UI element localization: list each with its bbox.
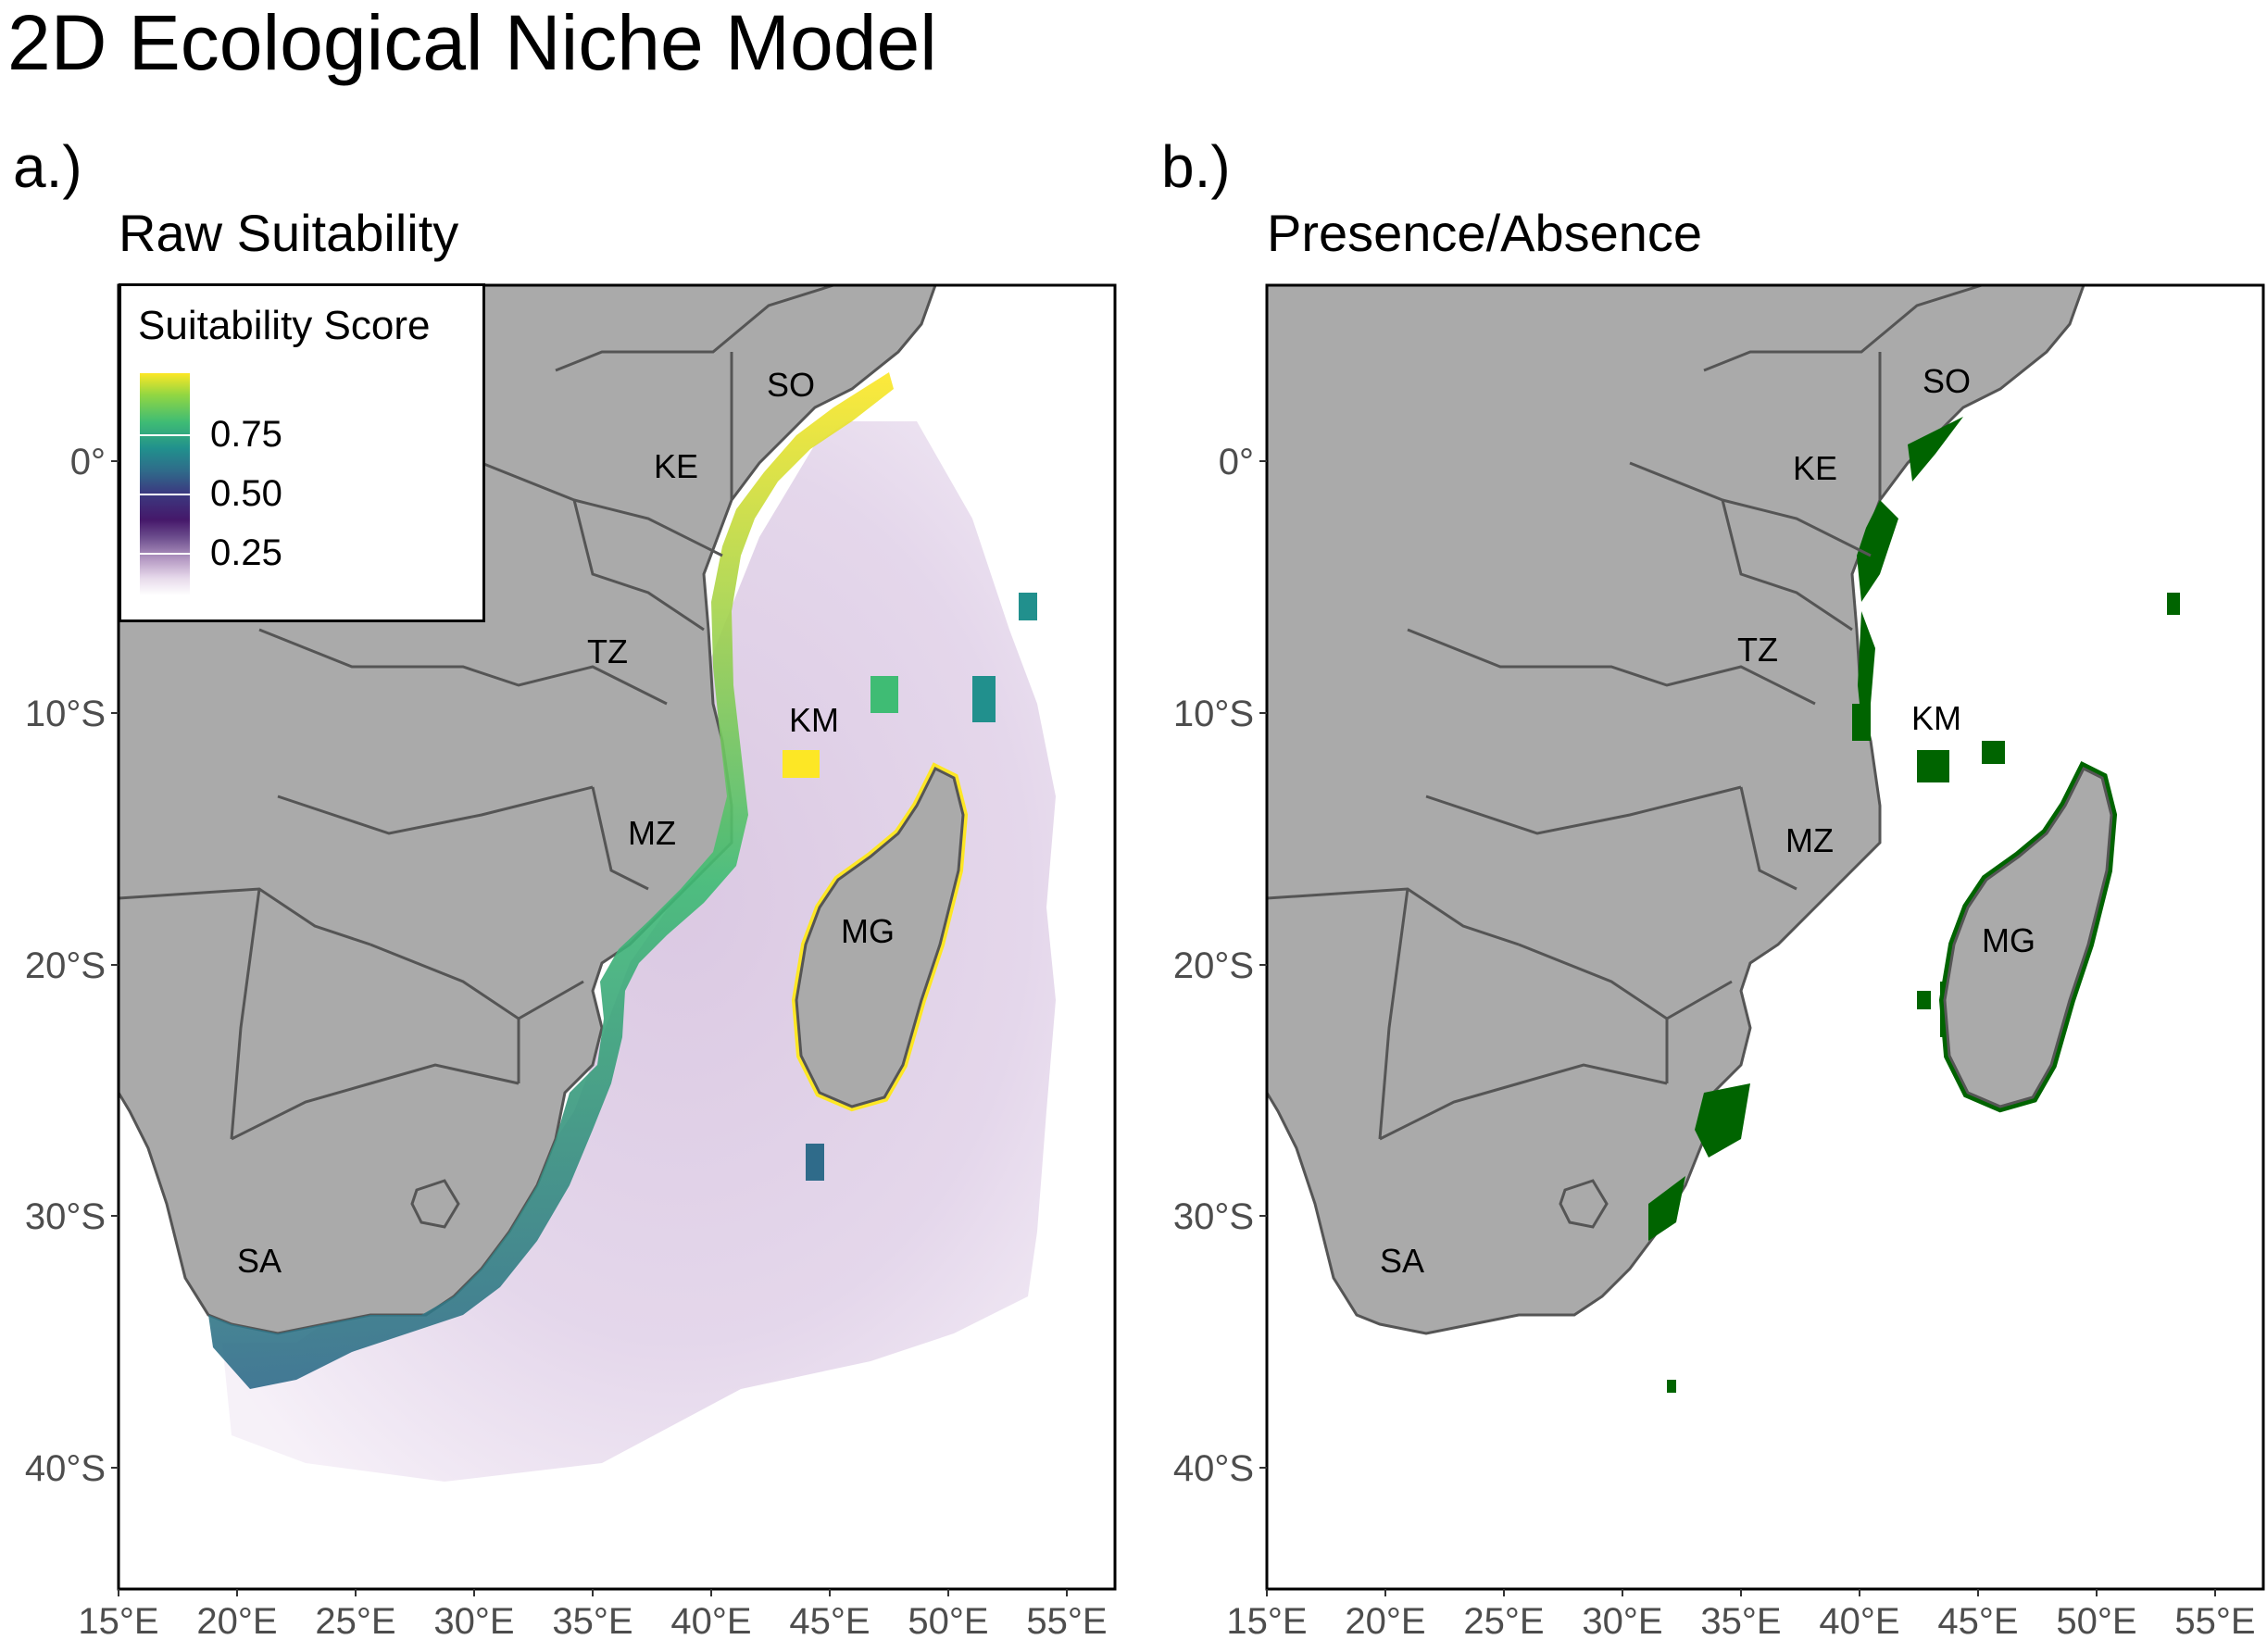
panel-b-map <box>1267 285 2263 1589</box>
x-tick-a-2: 25°E <box>315 1601 395 1642</box>
x-tick-b-0: 15°E <box>1226 1601 1307 1642</box>
country-label-mz: MZ <box>628 814 676 852</box>
x-tick-b-1: 20°E <box>1345 1601 1425 1642</box>
panel-a-map <box>119 285 1115 1589</box>
figure-title: 2D Ecological Niche Model <box>7 0 937 86</box>
x-tick-a-5: 40°E <box>670 1601 751 1642</box>
panel-b-title: Presence/Absence <box>1267 204 1703 262</box>
y-tick-a-2: 20°S <box>25 945 106 986</box>
y-tick-b-0: 0° <box>1219 442 1254 482</box>
panel-b-tag: b.) <box>1161 133 1231 200</box>
panel-a-title: Raw Suitability <box>119 204 459 262</box>
country-label-sa-b: SA <box>1380 1242 1424 1280</box>
country-label-ke: KE <box>654 447 698 485</box>
y-tick-b-3: 30°S <box>1173 1196 1254 1237</box>
panel-a-tag: a.) <box>13 133 82 200</box>
legend-label-050: 0.50 <box>210 473 282 514</box>
y-tick-b-4: 40°S <box>1173 1448 1254 1489</box>
country-label-so: SO <box>767 366 815 404</box>
x-tick-b-6: 45°E <box>1937 1601 2018 1642</box>
coastal-band <box>208 372 894 1389</box>
x-tick-b-4: 35°E <box>1700 1601 1781 1642</box>
country-label-km-b: KM <box>1911 699 1961 737</box>
x-tick-a-7: 50°E <box>908 1601 988 1642</box>
y-tick-a-0: 0° <box>70 442 106 482</box>
legend-tick-075 <box>140 434 190 436</box>
y-tick-b-2: 20°S <box>1173 945 1254 986</box>
y-tick-a-1: 10°S <box>25 694 106 734</box>
country-label-mg-b: MG <box>1982 921 2035 959</box>
x-tick-a-6: 45°E <box>789 1601 870 1642</box>
x-tick-a-8: 55°E <box>1026 1601 1107 1642</box>
legend-tick-025 <box>140 553 190 555</box>
suitability-legend: Suitability Score 0.75 0.50 0.25 <box>119 283 485 622</box>
legend-tick-050 <box>140 494 190 495</box>
country-label-tz: TZ <box>587 632 628 670</box>
x-tick-a-4: 35°E <box>552 1601 633 1642</box>
country-label-mz-b: MZ <box>1785 821 1834 859</box>
country-label-so-b: SO <box>1923 362 1971 400</box>
x-tick-b-5: 40°E <box>1819 1601 1899 1642</box>
legend-title: Suitability Score <box>138 303 431 348</box>
x-tick-a-0: 15°E <box>78 1601 158 1642</box>
x-tick-b-3: 30°E <box>1582 1601 1662 1642</box>
x-tick-a-3: 30°E <box>433 1601 514 1642</box>
x-tick-b-7: 50°E <box>2056 1601 2136 1642</box>
legend-label-025: 0.25 <box>210 532 282 573</box>
x-tick-a-1: 20°E <box>196 1601 277 1642</box>
legend-label-075: 0.75 <box>210 414 282 455</box>
y-tick-a-4: 40°S <box>25 1448 106 1489</box>
x-tick-b-2: 25°E <box>1463 1601 1544 1642</box>
country-label-ke-b: KE <box>1793 449 1837 487</box>
country-label-tz-b: TZ <box>1737 631 1778 669</box>
country-label-km: KM <box>789 701 839 739</box>
x-tick-b-8: 55°E <box>2174 1601 2255 1642</box>
y-tick-a-3: 30°S <box>25 1196 106 1237</box>
legend-colorbar <box>140 373 190 595</box>
country-label-sa: SA <box>237 1242 282 1280</box>
country-label-mg: MG <box>841 912 895 950</box>
y-tick-b-1: 10°S <box>1173 694 1254 734</box>
